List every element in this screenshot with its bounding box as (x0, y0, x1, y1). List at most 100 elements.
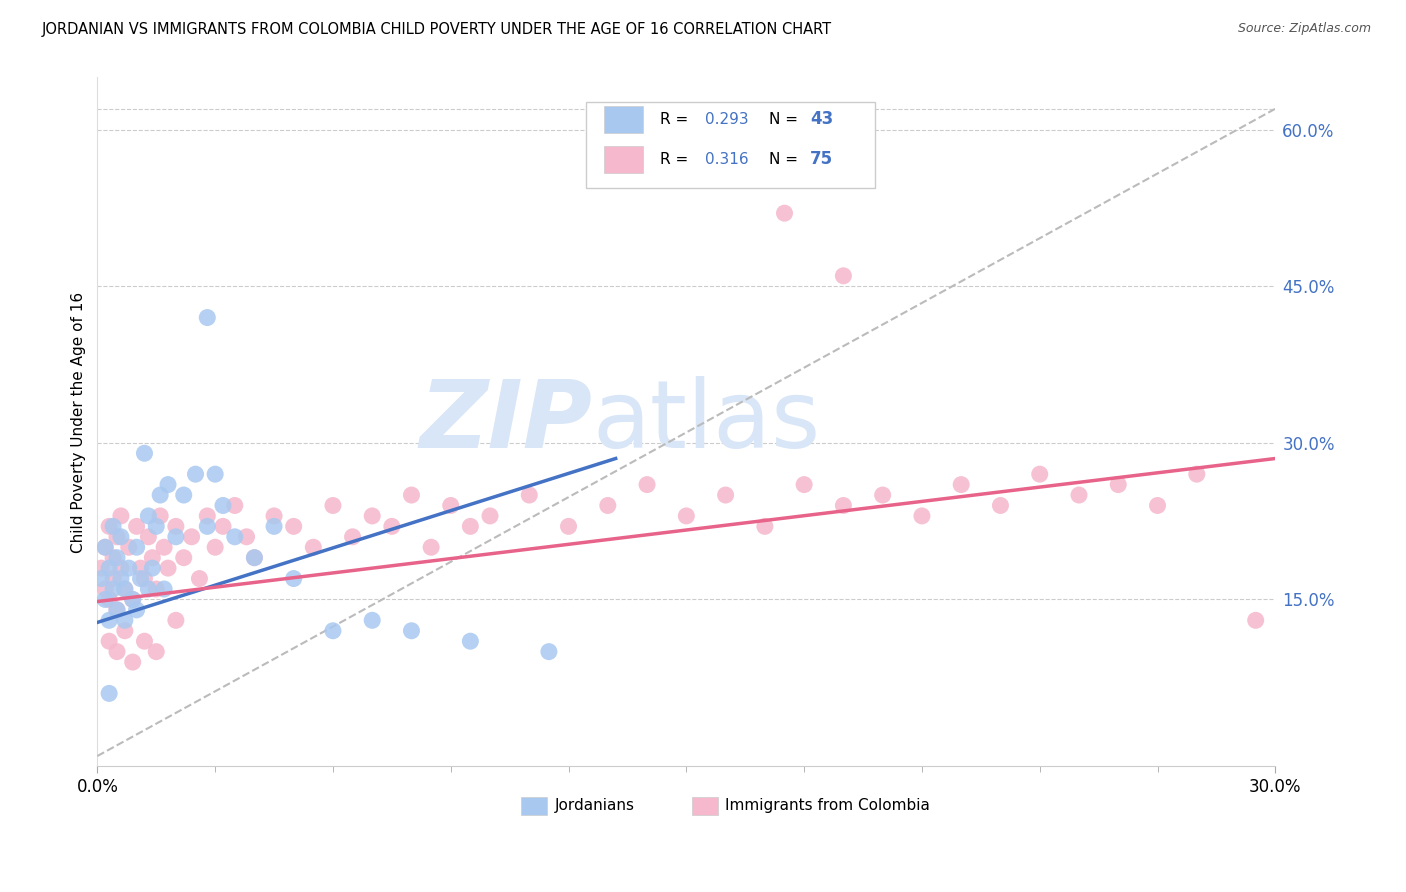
Point (479, 508, 502, 523)
Text: JORDANIAN VS IMMIGRANTS FROM COLOMBIA CHILD POVERTY UNDER THE AGE OF 16 CORRELAT: JORDANIAN VS IMMIGRANTS FROM COLOMBIA CH… (42, 22, 832, 37)
Point (173, 488, 195, 502)
Point (381, 519, 404, 533)
Point (188, 572, 211, 586)
Point (105, 645, 128, 659)
Point (145, 645, 167, 659)
Point (138, 582, 160, 596)
Point (149, 508, 172, 523)
Point (121, 592, 143, 607)
Point (134, 446, 156, 460)
Point (832, 499, 855, 513)
Point (180, 530, 202, 544)
Point (90, 572, 112, 586)
Text: ZIP: ZIP (419, 376, 592, 468)
Point (675, 508, 697, 523)
Point (134, 572, 156, 586)
Point (243, 550, 266, 565)
Point (224, 530, 246, 544)
Text: 0.293: 0.293 (706, 112, 749, 127)
Point (141, 550, 163, 565)
Point (714, 488, 737, 502)
Point (263, 519, 285, 533)
Text: Source: ZipAtlas.com: Source: ZipAtlas.com (1237, 22, 1371, 36)
Point (94, 582, 117, 596)
Point (243, 550, 266, 565)
Point (212, 499, 235, 513)
Point (105, 530, 128, 544)
Point (129, 561, 152, 575)
Point (361, 613, 384, 627)
Point (517, 488, 540, 502)
Point (110, 530, 132, 544)
Point (420, 540, 443, 554)
Text: 43: 43 (810, 111, 834, 128)
Point (110, 561, 132, 575)
Point (911, 508, 934, 523)
Text: 75: 75 (810, 151, 834, 169)
Point (98, 686, 121, 700)
Point (101, 582, 124, 596)
Bar (522, 797, 547, 814)
Point (754, 519, 776, 533)
Bar (692, 797, 718, 814)
Text: R =: R = (661, 112, 693, 127)
Point (94, 540, 117, 554)
Point (557, 519, 579, 533)
Point (283, 572, 305, 586)
Point (1028, 467, 1050, 482)
Point (141, 561, 163, 575)
Point (165, 613, 187, 627)
Text: atlas: atlas (592, 376, 820, 468)
Point (145, 519, 167, 533)
Point (121, 592, 143, 607)
Point (440, 499, 463, 513)
Point (636, 477, 658, 491)
Text: N =: N = (769, 152, 803, 167)
Point (153, 540, 176, 554)
Point (101, 550, 124, 565)
Point (263, 508, 285, 523)
Point (204, 540, 226, 554)
Point (224, 499, 246, 513)
Point (114, 613, 136, 627)
Bar (603, 146, 643, 172)
Point (173, 550, 195, 565)
Point (105, 550, 128, 565)
Point (165, 530, 187, 544)
Point (134, 634, 156, 648)
Point (110, 508, 132, 523)
Point (105, 603, 128, 617)
Point (125, 519, 148, 533)
Point (235, 530, 257, 544)
Point (98, 613, 121, 627)
Point (401, 488, 423, 502)
Point (118, 561, 141, 575)
Point (950, 477, 973, 491)
Point (401, 624, 423, 638)
Point (157, 477, 180, 491)
Point (212, 519, 235, 533)
Point (361, 508, 384, 523)
Point (1107, 477, 1129, 491)
Point (125, 540, 148, 554)
Bar (603, 106, 643, 133)
Point (832, 268, 855, 283)
Point (460, 634, 482, 648)
Point (184, 467, 207, 482)
Point (138, 508, 160, 523)
Text: N =: N = (769, 112, 803, 127)
Point (98, 519, 121, 533)
Point (302, 540, 325, 554)
Point (101, 572, 124, 586)
FancyBboxPatch shape (586, 102, 875, 187)
Point (98, 592, 121, 607)
Point (98, 561, 121, 575)
Point (1185, 467, 1208, 482)
Point (793, 477, 815, 491)
Point (125, 603, 148, 617)
Point (129, 572, 152, 586)
Point (1067, 488, 1090, 502)
Point (204, 467, 226, 482)
Point (94, 592, 117, 607)
Point (460, 519, 482, 533)
